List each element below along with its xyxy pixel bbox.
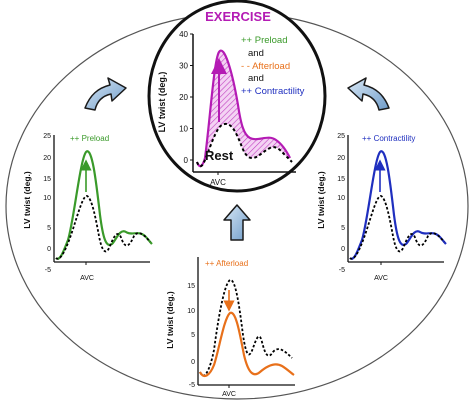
- exercise-xtick-avc: AVC: [210, 178, 226, 187]
- afterload-ytick-10: 10: [187, 308, 195, 315]
- afterload-ylabel: LV twist (deg.): [165, 291, 175, 349]
- up-block-arrow: [223, 204, 251, 241]
- right-curved-arrow: [347, 77, 390, 111]
- preload-ytick-5: 5: [47, 225, 51, 232]
- exercise-panel: EXERCISE 0 10 20 30 40 LV twist (deg.) A…: [147, 0, 327, 193]
- contractility-ytick-5: 5: [341, 225, 345, 232]
- preload-legend: ++ Preload: [70, 134, 109, 143]
- left-curved-arrow: [84, 77, 127, 111]
- preload-ytick-0: 0: [47, 246, 51, 253]
- contractility-ylabel: LV twist (deg.): [316, 171, 326, 229]
- afterload-legend: ++ Afterload: [205, 259, 248, 268]
- exercise-curve: [195, 49, 291, 168]
- afterload-curve: [199, 311, 295, 378]
- legend-preload: ++ Preload: [241, 35, 287, 46]
- legend-and-1: and: [248, 48, 264, 59]
- preload-ytick-20: 20: [43, 155, 51, 162]
- preload-panel: -5 0 5 10 15 20 25 LV twist (deg.) AVC +…: [22, 133, 153, 282]
- afterload-xtick-avc: AVC: [222, 391, 236, 398]
- legend-contractility: ++ Contractility: [241, 86, 305, 97]
- exercise-ytick-0: 0: [184, 156, 189, 165]
- exercise-ytick-30: 30: [179, 62, 188, 71]
- contractility-legend: ++ Contractility: [362, 134, 415, 143]
- preload-rest-curve: [55, 195, 151, 260]
- exercise-title: EXERCISE: [205, 9, 271, 24]
- rest-curve: [196, 122, 293, 168]
- exercise-ytick-40: 40: [179, 30, 188, 39]
- exercise-ytick-20: 20: [179, 93, 188, 102]
- exercise-ytick-10: 10: [179, 125, 188, 134]
- contractility-xtick-avc: AVC: [374, 275, 388, 282]
- afterload-ytick-5: 5: [191, 332, 195, 339]
- rest-label: Rest: [205, 148, 234, 163]
- contractility-ytick-10: 10: [337, 195, 345, 202]
- contractility-ytick-20: 20: [337, 155, 345, 162]
- preload-xtick-avc: AVC: [80, 275, 94, 282]
- exercise-y-ticks: 0 10 20 30 40: [179, 30, 193, 165]
- legend-afterload: - - Afterload: [241, 61, 290, 72]
- exercise-ylabel: LV twist (deg.): [157, 72, 167, 133]
- exercise-hatched-area: [205, 50, 289, 160]
- preload-ytick-n5: -5: [45, 267, 51, 274]
- preload-ytick-10: 10: [43, 195, 51, 202]
- contractility-rest-curve: [349, 195, 445, 260]
- contractility-ytick-0: 0: [341, 246, 345, 253]
- contractility-panel: -5 0 5 10 15 20 25 LV twist (deg.) AVC +…: [316, 133, 447, 282]
- preload-ytick-25: 25: [43, 133, 51, 140]
- contractility-ytick-n5: -5: [339, 267, 345, 274]
- preload-ytick-15: 15: [43, 176, 51, 183]
- contractility-ytick-25: 25: [337, 133, 345, 140]
- afterload-panel: -5 0 5 10 15 LV twist (deg.) AVC ++ Afte…: [165, 257, 295, 398]
- preload-ylabel: LV twist (deg.): [22, 171, 32, 229]
- afterload-rest-curve: [199, 279, 293, 377]
- afterload-ytick-n5: -5: [189, 382, 195, 389]
- afterload-ytick-15: 15: [187, 283, 195, 290]
- afterload-ytick-0: 0: [191, 359, 195, 366]
- contractility-ytick-15: 15: [337, 176, 345, 183]
- legend-and-2: and: [248, 73, 264, 84]
